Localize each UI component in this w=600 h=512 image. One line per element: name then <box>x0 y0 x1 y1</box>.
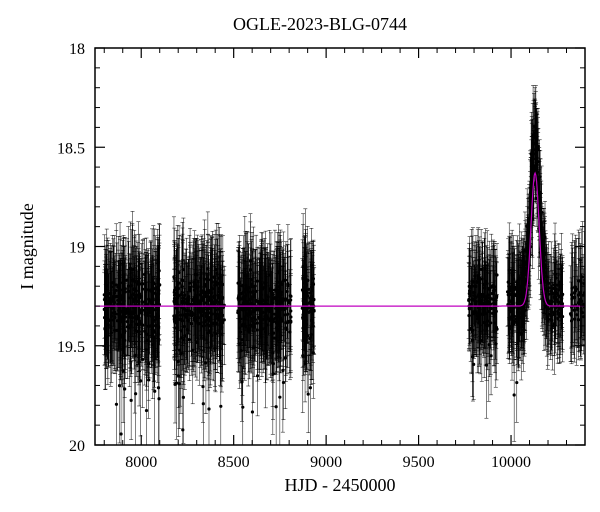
y-tick-label: 18 <box>69 41 85 58</box>
chart-title: OGLE-2023-BLG-0744 <box>233 14 407 34</box>
y-tick-label: 18.5 <box>57 140 85 157</box>
x-tick-label: 10000 <box>491 454 531 471</box>
chart-container: OGLE-2023-BLG-0744 8000 8500 9000 9500 10000 2… <box>0 0 600 512</box>
x-tick-label: 9500 <box>403 454 435 471</box>
x-tick-label: 9000 <box>310 454 342 471</box>
x-tick-label: 8500 <box>218 454 250 471</box>
x-tick-label: 8000 <box>125 454 157 471</box>
lightcurve-chart: OGLE-2023-BLG-0744 8000 8500 9000 9500 10000 2… <box>0 0 600 512</box>
y-tick-label: 19.5 <box>57 339 85 356</box>
y-tick-label: 20 <box>69 438 85 455</box>
x-axis-label: HJD - 2450000 <box>285 475 396 495</box>
y-axis-label: I magnitude <box>17 203 37 289</box>
y-tick-label: 19 <box>69 240 85 257</box>
